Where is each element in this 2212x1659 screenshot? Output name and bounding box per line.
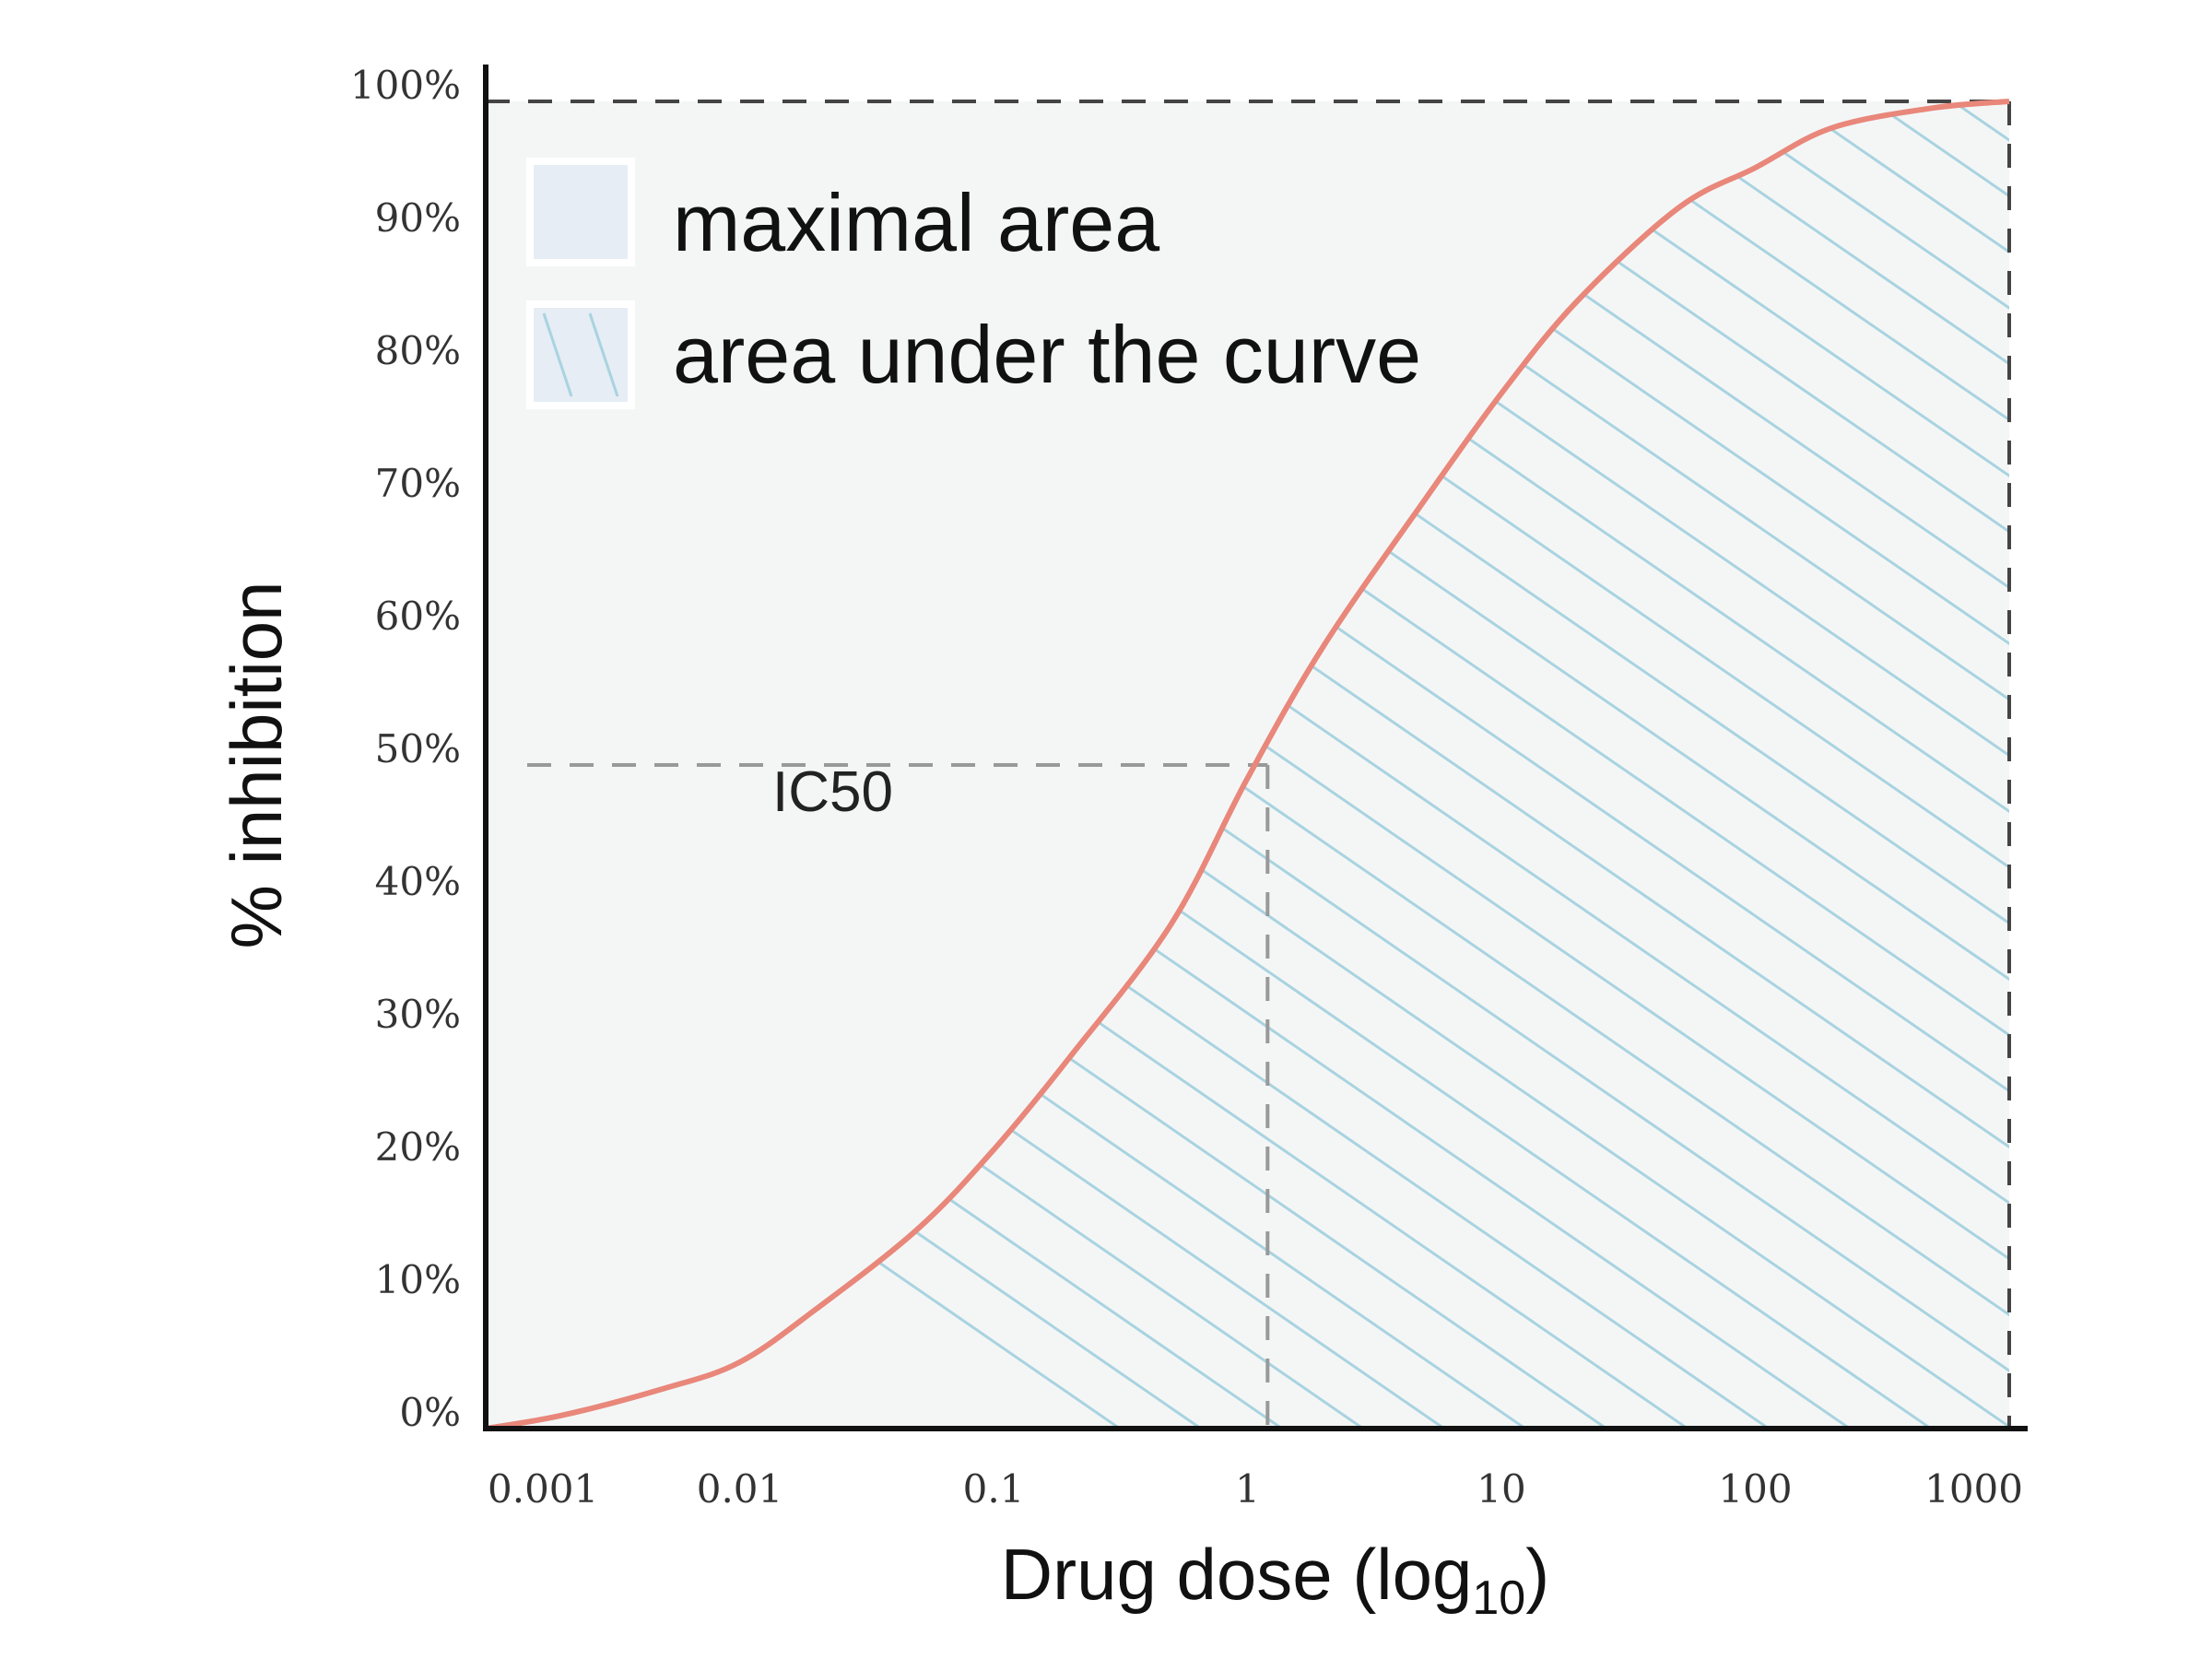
legend-swatch-hatch bbox=[542, 312, 619, 397]
hatch-line bbox=[1384, 101, 2009, 1429]
hatch-line bbox=[1628, 101, 2009, 1429]
x-axis-title: Drug dose (log10) bbox=[1001, 1534, 1549, 1625]
y-tick-labels: 0% 10% 20% 30% 40% 50% 60% 70% 80% 90% 100% bbox=[350, 63, 461, 1435]
hatch-line bbox=[486, 101, 1445, 1429]
y-tick-label: 20% bbox=[375, 1124, 461, 1170]
hatch-line bbox=[486, 101, 1283, 1429]
y-tick-label: 0% bbox=[399, 1390, 461, 1435]
x-axis-title-text: Drug dose (log bbox=[1001, 1534, 1473, 1615]
legend-label-maximal-area: maximal area bbox=[673, 177, 1159, 268]
hatch-line bbox=[1465, 101, 2009, 1429]
reference-lines bbox=[486, 100, 2011, 1429]
y-tick-label: 50% bbox=[375, 726, 461, 771]
y-tick-label: 100% bbox=[350, 63, 461, 108]
hatch-line bbox=[1547, 101, 2009, 1429]
x-axis-title-suffix: ) bbox=[1525, 1534, 1549, 1615]
legend-hatch-line bbox=[542, 312, 573, 397]
y-tick-label: 80% bbox=[375, 328, 461, 373]
y-tick-label: 40% bbox=[375, 859, 461, 904]
x-tick-label: 1 bbox=[1235, 1466, 1260, 1512]
x-tick-label: 10 bbox=[1477, 1466, 1525, 1512]
legend: maximal area area under the curve bbox=[526, 158, 1421, 409]
y-tick-label: 10% bbox=[375, 1257, 461, 1302]
y-tick-label: 60% bbox=[375, 594, 461, 639]
hatch-line bbox=[2115, 101, 2212, 1429]
y-tick-label: 30% bbox=[375, 992, 461, 1037]
legend-hatch-line bbox=[588, 312, 619, 397]
hatch-line bbox=[486, 101, 1364, 1429]
legend-swatch-maximal-area bbox=[526, 158, 635, 266]
legend-label-auc: area under the curve bbox=[673, 309, 1421, 400]
x-tick-label: 0.01 bbox=[697, 1466, 783, 1512]
axes bbox=[483, 65, 2028, 1431]
y-tick-label: 90% bbox=[375, 195, 461, 241]
dose-response-curve bbox=[485, 99, 2010, 1431]
x-tick-labels: 0.001 0.01 0.1 1 10 100 1000 bbox=[488, 1466, 2023, 1512]
x-axis-title-subscript: 10 bbox=[1472, 1571, 1525, 1625]
x-tick-label: 100 bbox=[1718, 1466, 1792, 1512]
x-tick-label: 0.001 bbox=[488, 1466, 598, 1512]
ic50-annotation: IC50 bbox=[772, 760, 893, 824]
x-tick-label: 1000 bbox=[1924, 1466, 2023, 1512]
hatch-line bbox=[2034, 101, 2212, 1429]
x-tick-label: 0.1 bbox=[963, 1466, 1025, 1512]
hatch-line bbox=[1303, 101, 2009, 1429]
y-axis-title: % inhibition bbox=[216, 582, 297, 949]
y-tick-label: 70% bbox=[375, 461, 461, 506]
